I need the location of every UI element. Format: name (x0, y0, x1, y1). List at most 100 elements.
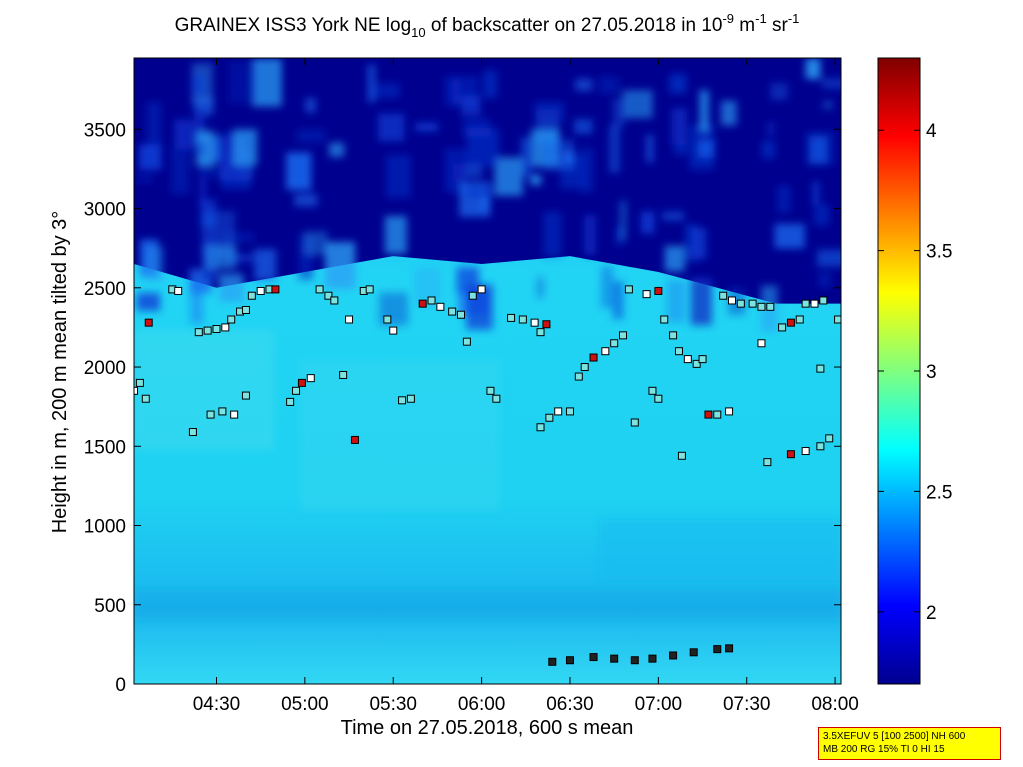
cloud-base-marker (565, 656, 574, 665)
layer-height-marker (406, 394, 415, 403)
layer-height-marker (536, 328, 545, 337)
layer-height-marker (801, 447, 810, 456)
backscatter-patch (223, 232, 254, 242)
layer-height-marker (725, 407, 734, 416)
backscatter-patch (690, 277, 712, 326)
layer-height-marker (468, 291, 477, 300)
layer-height-marker (601, 347, 610, 356)
layer-height-marker (486, 386, 495, 395)
backscatter-patch (774, 223, 805, 249)
backscatter-patch (537, 277, 544, 298)
layer-height-marker (748, 299, 757, 308)
layer-height-marker (203, 326, 212, 335)
backscatter-patch (640, 211, 655, 234)
backscatter-patch (818, 272, 831, 288)
layer-height-marker (819, 296, 828, 305)
backscatter-patch (598, 76, 619, 94)
backscatter-patch (612, 281, 624, 320)
colorbar-tick-label: 2 (926, 603, 937, 624)
layer-height-marker (339, 370, 348, 379)
x-tick-label: 06:00 (458, 694, 506, 715)
layer-height-marker (757, 302, 766, 311)
backscatter-patch (459, 265, 469, 294)
layer-height-marker (565, 407, 574, 416)
layer-height-marker (728, 296, 737, 305)
backscatter-patch (805, 58, 821, 80)
layer-height-marker (141, 394, 150, 403)
backscatter-patch (662, 211, 684, 221)
backscatter-patch (296, 129, 325, 143)
layer-height-marker (194, 328, 203, 337)
backscatter-patch (622, 90, 653, 119)
backscatter-patch (190, 280, 203, 324)
layer-height-marker (654, 394, 663, 403)
colorbar-ticks: 2 2.5 3 3.5 4 (878, 121, 952, 624)
x-tick-label: 08:00 (811, 694, 859, 715)
backscatter-patch (615, 227, 623, 246)
backscatter-patch (294, 193, 318, 207)
layer-height-marker (825, 434, 834, 443)
backscatter-patch (584, 215, 596, 255)
backscatter-patch (233, 129, 258, 166)
layer-markers (134, 285, 841, 666)
backscatter-patch (821, 77, 841, 89)
x-tick-label: 05:00 (281, 694, 329, 715)
layer-height-marker (134, 386, 138, 395)
backscatter-patch (204, 244, 236, 270)
cloud-base-marker (610, 654, 619, 663)
y-tick-label: 1500 (84, 437, 126, 458)
backscatter-patch (374, 83, 400, 99)
layer-height-marker (144, 318, 153, 327)
backscatter-patch (198, 165, 216, 177)
backscatter-patch (666, 279, 686, 323)
layer-height-marker (188, 428, 197, 437)
layer-height-marker (677, 451, 686, 460)
layer-height-marker (801, 299, 810, 308)
x-tick-label: 04:30 (193, 694, 241, 715)
backscatter-patch (146, 101, 162, 150)
layer-height-marker (436, 302, 445, 311)
layer-height-marker (456, 310, 465, 319)
layer-height-marker (698, 355, 707, 364)
layer-height-marker (135, 378, 144, 387)
layer-height-marker (763, 458, 772, 467)
y-tick-label: 3500 (84, 120, 126, 141)
layer-height-marker (619, 331, 628, 340)
colorbar-tick-label: 2.5 (926, 482, 952, 503)
backscatter-patch (574, 119, 593, 134)
backscatter-patch (384, 215, 407, 255)
backscatter-patch (329, 142, 345, 158)
backscatter-patch (228, 61, 256, 104)
layer-height-marker (241, 391, 250, 400)
backscatter-patch (543, 212, 562, 257)
backscatter-patch (671, 108, 688, 145)
backscatter-patch (213, 136, 223, 162)
backscatter-patch (813, 204, 830, 226)
backscatter-patch (534, 101, 565, 122)
layer-height-marker (330, 296, 339, 305)
colorbar: 2 2.5 3 3.5 4 (877, 57, 952, 685)
cloud-base-marker (589, 653, 598, 662)
backscatter-patch (612, 98, 625, 128)
layer-height-marker (247, 291, 256, 300)
backscatter-patch (377, 113, 405, 142)
backscatter-patch (646, 134, 654, 163)
layer-height-marker (554, 407, 563, 416)
backscatter-patch (197, 142, 206, 157)
colorbar-tick-label: 3.5 (926, 242, 952, 263)
backscatter-patch (816, 249, 841, 267)
colorbar-tick-label: 3 (926, 362, 937, 383)
backscatter-patch (728, 286, 746, 315)
backscatter-patch (196, 131, 215, 167)
cloud-base-marker (689, 648, 698, 657)
layer-height-marker (536, 423, 545, 432)
backscatter-patch (823, 100, 833, 110)
backscatter-patch (199, 176, 207, 208)
layer-height-marker (315, 285, 324, 294)
layer-height-marker (704, 410, 713, 419)
backscatter-patch (770, 83, 788, 101)
layer-height-marker (206, 410, 215, 419)
layer-height-marker (589, 353, 598, 362)
y-axis-label: Height in m, 200 m mean tilted by 3° (49, 211, 71, 534)
